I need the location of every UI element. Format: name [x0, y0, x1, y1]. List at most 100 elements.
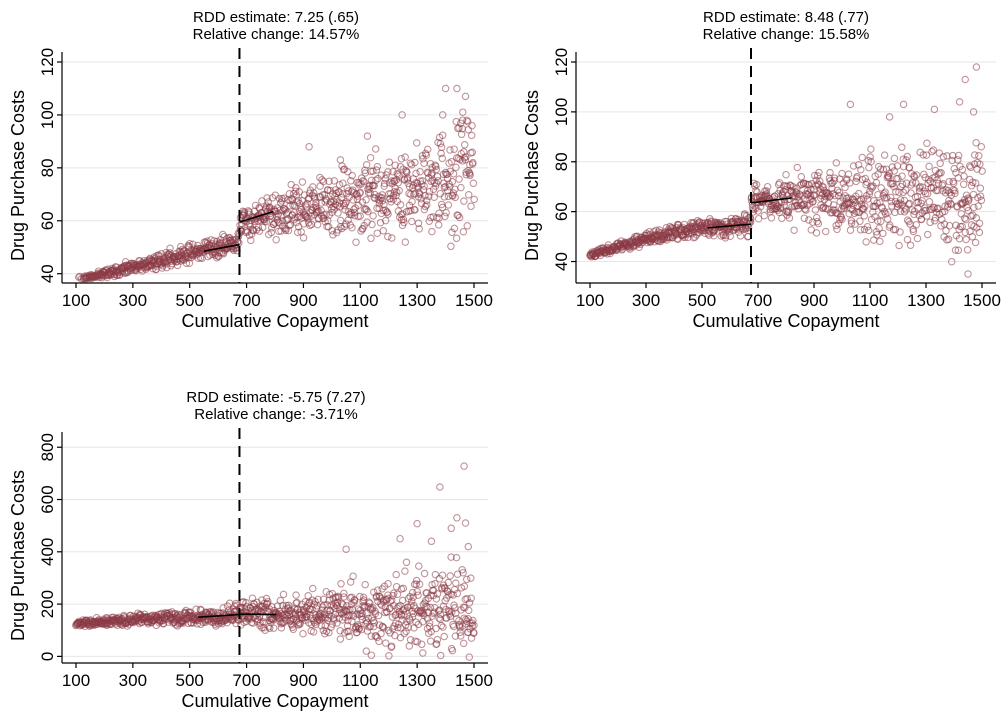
data-point — [455, 175, 463, 183]
data-point — [464, 191, 473, 199]
data-point — [903, 152, 912, 161]
data-point — [936, 159, 944, 168]
data-point — [306, 611, 315, 619]
data-point — [964, 270, 972, 278]
x-tick-label: 900 — [289, 671, 317, 690]
data-point — [427, 537, 436, 546]
data-point — [356, 212, 364, 220]
data-point — [373, 162, 382, 171]
data-point — [321, 198, 329, 206]
data-point — [436, 483, 444, 491]
data-point — [784, 208, 793, 217]
data-point — [450, 604, 459, 612]
data-point — [406, 636, 415, 644]
data-point — [849, 162, 858, 170]
data-point — [899, 188, 908, 197]
x-tick-label: 1500 — [963, 291, 1001, 310]
x-tick-label: 500 — [176, 671, 204, 690]
data-point — [438, 571, 447, 579]
data-point — [275, 194, 284, 203]
data-point — [468, 148, 477, 157]
data-point — [452, 615, 461, 623]
data-point — [441, 84, 450, 93]
data-point — [166, 244, 174, 253]
data-point — [384, 232, 392, 241]
chart-panel-2: RDD estimate: 8.48 (.77)Relative change:… — [522, 9, 1001, 331]
fit-line-left — [198, 613, 240, 618]
data-point — [910, 210, 918, 219]
data-point — [375, 637, 383, 646]
data-point — [934, 186, 942, 195]
data-point — [437, 621, 446, 630]
data-point — [976, 192, 985, 200]
data-point — [464, 606, 473, 615]
data-point — [876, 237, 884, 246]
data-point — [852, 177, 860, 186]
data-point — [339, 601, 347, 609]
data-point — [391, 619, 400, 628]
data-point — [868, 184, 876, 192]
data-point — [318, 176, 326, 184]
data-point — [386, 604, 394, 612]
data-point — [972, 138, 980, 147]
data-point — [943, 152, 951, 160]
data-point — [928, 147, 936, 156]
data-point — [272, 235, 280, 244]
x-axis-label: Cumulative Copayment — [181, 311, 368, 331]
data-point — [289, 625, 298, 634]
data-point — [362, 205, 371, 214]
data-point — [264, 597, 272, 606]
data-point — [298, 178, 307, 186]
data-point — [828, 179, 837, 187]
data-point — [367, 651, 376, 659]
data-point — [359, 593, 368, 602]
data-point — [434, 221, 443, 229]
data-point — [455, 124, 463, 132]
data-point — [373, 229, 382, 237]
data-point — [404, 174, 412, 182]
data-point — [408, 217, 416, 226]
data-point — [963, 246, 972, 254]
data-point — [838, 215, 846, 224]
data-point — [309, 628, 318, 636]
data-point — [240, 208, 249, 216]
data-point — [367, 234, 375, 243]
data-point — [267, 228, 276, 237]
data-point — [452, 579, 460, 587]
data-point — [372, 176, 380, 185]
data-point — [922, 151, 931, 159]
data-point — [340, 589, 348, 598]
x-tick-label: 1300 — [907, 291, 945, 310]
data-point — [922, 212, 931, 220]
data-point — [894, 200, 903, 209]
data-point — [913, 234, 922, 243]
data-point — [463, 222, 472, 230]
data-point — [398, 210, 407, 218]
data-point — [204, 252, 212, 261]
data-point — [867, 145, 875, 153]
data-point — [393, 169, 401, 178]
data-point — [463, 594, 471, 603]
chart-title: RDD estimate: 7.25 (.65) — [193, 9, 359, 26]
data-point — [406, 592, 414, 601]
data-point — [838, 169, 846, 178]
data-point — [461, 519, 470, 527]
data-point — [452, 163, 460, 172]
data-point — [899, 162, 908, 171]
data-point — [349, 572, 357, 580]
data-point — [319, 595, 328, 604]
data-point — [412, 580, 421, 588]
data-point — [886, 193, 895, 202]
data-point — [760, 211, 769, 220]
data-point — [422, 201, 431, 209]
data-point — [408, 613, 417, 621]
data-point — [464, 542, 473, 551]
chart-panel-3: RDD estimate: -5.75 (7.27)Relative chang… — [8, 389, 493, 711]
data-point — [438, 111, 447, 119]
y-tick-label: 400 — [38, 538, 57, 566]
data-point — [319, 214, 328, 223]
data-point — [890, 154, 899, 163]
data-point — [364, 207, 372, 216]
chart-subtitle: Relative change: -3.71% — [194, 406, 357, 423]
